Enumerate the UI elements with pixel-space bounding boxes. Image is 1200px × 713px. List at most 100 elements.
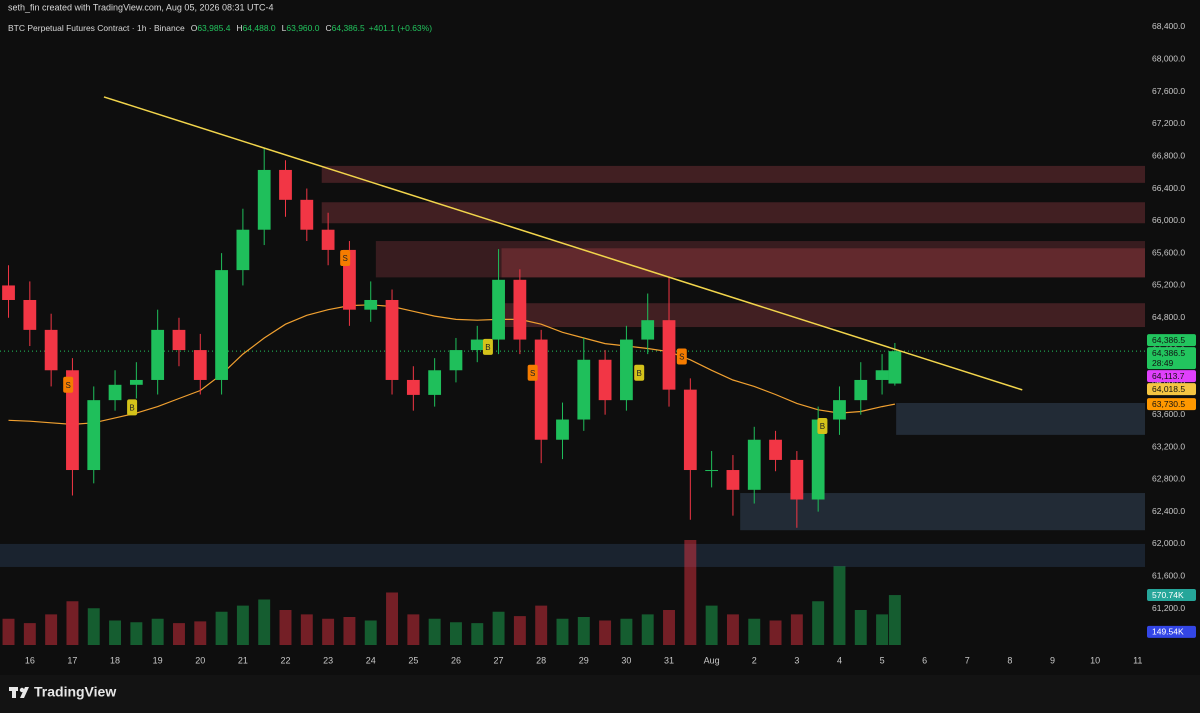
candle-body bbox=[172, 329, 186, 351]
x-tick-label: 10 bbox=[1090, 655, 1100, 665]
candle-body bbox=[151, 329, 165, 380]
y-tick-label: 63,600.0 bbox=[1152, 409, 1185, 419]
volume-bar bbox=[513, 616, 526, 645]
price-tag-countdown: 28:49 bbox=[1152, 358, 1174, 368]
candle-body bbox=[236, 229, 250, 271]
logo-stem bbox=[12, 687, 16, 698]
candle-body bbox=[23, 299, 37, 330]
signal-marker bbox=[634, 364, 645, 381]
volume-bar bbox=[364, 620, 377, 645]
x-tick-label: 16 bbox=[25, 655, 35, 665]
plot-area: S B S B S B S B bbox=[0, 96, 1145, 645]
y-tick-label: 67,600.0 bbox=[1152, 86, 1185, 96]
price-tag-label: 63,730.5 bbox=[1152, 399, 1185, 409]
logo bbox=[9, 687, 29, 698]
x-tick-label: Aug bbox=[704, 655, 720, 665]
candle-body bbox=[811, 419, 825, 500]
volume-bar bbox=[343, 617, 356, 645]
candle-body bbox=[87, 400, 101, 471]
moving-average bbox=[8, 304, 896, 426]
candle-body bbox=[428, 370, 442, 395]
volume-bar bbox=[641, 614, 654, 645]
y-tick-label: 66,400.0 bbox=[1152, 183, 1185, 193]
candle-body bbox=[747, 439, 761, 490]
volume-tag bbox=[1147, 625, 1196, 638]
zone bbox=[321, 202, 1145, 224]
legend-value: 64,488.0 bbox=[243, 23, 276, 33]
chart-title: BTC Perpetual Futures Contract · 1h · Bi… bbox=[8, 23, 185, 33]
x-tick-label: 20 bbox=[195, 655, 205, 665]
candle-body bbox=[888, 351, 902, 384]
candle-body bbox=[492, 279, 505, 340]
y-tick-label: 66,000.0 bbox=[1152, 215, 1185, 225]
candle-body bbox=[66, 370, 79, 471]
signal-label: B bbox=[820, 422, 825, 431]
volume-bar bbox=[812, 601, 825, 645]
price-tag bbox=[1147, 347, 1196, 370]
candle-body bbox=[683, 389, 697, 471]
zone bbox=[740, 493, 1145, 531]
volume-bar bbox=[471, 623, 484, 645]
volume-bar bbox=[556, 618, 569, 645]
y-tick-label: 65,600.0 bbox=[1152, 247, 1185, 257]
candle-body bbox=[769, 439, 782, 460]
zone bbox=[321, 165, 1145, 183]
signal-label: S bbox=[679, 353, 684, 362]
candle-body bbox=[406, 379, 420, 395]
candle-body bbox=[300, 199, 314, 230]
x-tick-label: 31 bbox=[664, 655, 674, 665]
candle-body bbox=[534, 339, 548, 440]
signal-label: B bbox=[485, 343, 490, 352]
volume-bar bbox=[769, 620, 782, 645]
legend-key: C bbox=[325, 23, 331, 33]
price-tag bbox=[1147, 370, 1196, 383]
volume-tag bbox=[1147, 589, 1196, 602]
y-tick-label: 63,200.0 bbox=[1152, 441, 1185, 451]
legend-value: 63,960.0 bbox=[286, 23, 319, 33]
y-tick-label: 62,400.0 bbox=[1152, 506, 1185, 516]
candle-body bbox=[215, 270, 228, 380]
x-tick-label: 18 bbox=[110, 655, 120, 665]
volume-bar bbox=[833, 566, 846, 645]
x-tick-label: 27 bbox=[494, 655, 504, 665]
volume-bar bbox=[407, 614, 420, 645]
x-tick-label: 6 bbox=[922, 655, 927, 665]
legend-key: O bbox=[191, 23, 198, 33]
x-tick-label: 11 bbox=[1133, 655, 1142, 665]
y-tick-label: 62,000.0 bbox=[1152, 538, 1185, 548]
y-tick-label: 64,800.0 bbox=[1152, 312, 1185, 322]
x-tick-label: 22 bbox=[280, 655, 290, 665]
volume-bar bbox=[45, 614, 58, 645]
volume-bar bbox=[23, 623, 36, 645]
signal-marker bbox=[482, 338, 493, 355]
signal-label: B bbox=[129, 404, 134, 413]
logo-dot bbox=[19, 687, 25, 693]
signal-label: S bbox=[66, 381, 71, 390]
chart-legend: BTC Perpetual Futures Contract · 1h · Bi… bbox=[8, 23, 432, 33]
x-tick-label: 4 bbox=[837, 655, 842, 665]
signal-label: S bbox=[530, 369, 535, 378]
volume-bar bbox=[790, 614, 803, 645]
x-tick-label: 19 bbox=[153, 655, 163, 665]
candle-body bbox=[364, 299, 378, 310]
signal-marker bbox=[817, 417, 828, 434]
signal-label: S bbox=[342, 254, 347, 263]
volume-bar bbox=[386, 592, 399, 645]
y-tick-label: 66,800.0 bbox=[1152, 150, 1185, 160]
volume-bar bbox=[428, 618, 441, 645]
zone bbox=[896, 402, 1145, 435]
candle-body bbox=[257, 169, 271, 230]
legend-value: +401.1 (+0.63%) bbox=[369, 23, 432, 33]
candle-body bbox=[577, 359, 591, 420]
candle-body bbox=[108, 384, 122, 401]
candle-body bbox=[705, 470, 719, 472]
volume-bar bbox=[215, 611, 228, 645]
legend-value: 64,386.5 bbox=[332, 23, 365, 33]
volume-tag-label: 570.74K bbox=[1152, 590, 1184, 600]
x-tick-label: 3 bbox=[794, 655, 799, 665]
volume-bar bbox=[151, 618, 164, 645]
volume-bar bbox=[109, 620, 122, 645]
price-tag bbox=[1147, 398, 1196, 411]
volume-bar bbox=[279, 610, 292, 645]
